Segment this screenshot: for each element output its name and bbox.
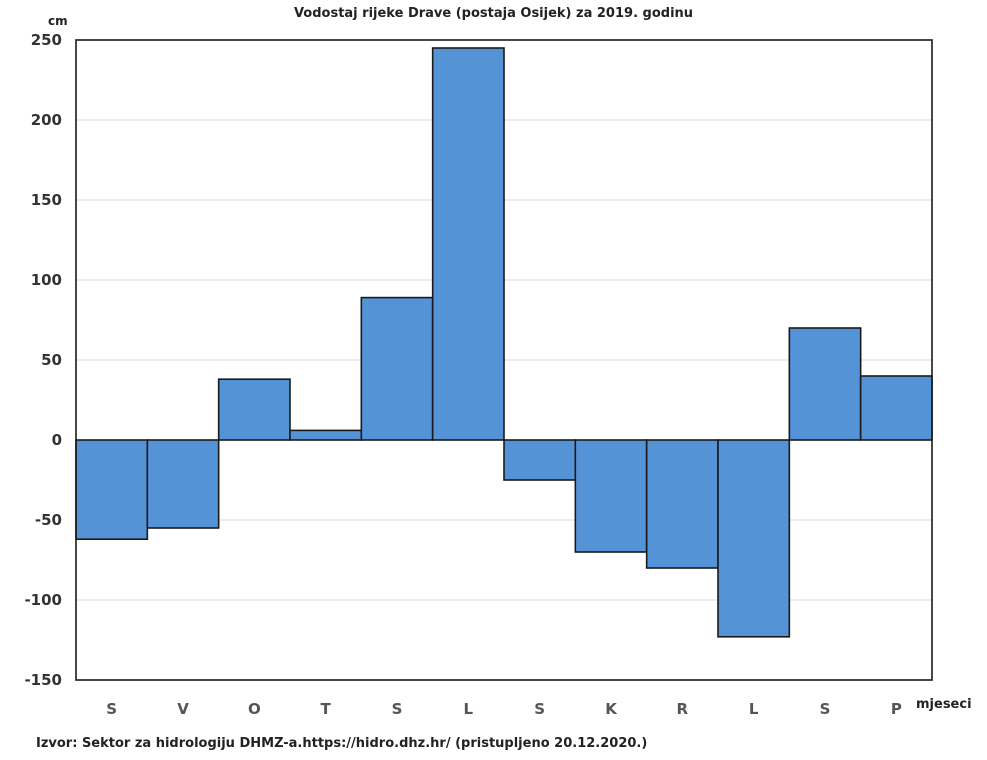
y-tick-label: 0 (52, 431, 62, 449)
x-category-label: L (464, 700, 474, 718)
bar (503, 439, 577, 481)
bar (217, 378, 291, 441)
y-tick-label: -100 (24, 591, 62, 609)
x-category-label: K (605, 700, 618, 718)
x-category-label: S (392, 700, 403, 718)
bar (645, 439, 719, 569)
x-category-label: V (177, 700, 189, 718)
bar (75, 439, 149, 540)
y-tick-label: 100 (31, 271, 62, 289)
y-tick-label: 250 (31, 31, 62, 49)
bar (146, 439, 220, 529)
y-tick-label: 50 (41, 351, 62, 369)
x-category-label: O (248, 700, 261, 718)
bar (788, 327, 862, 441)
source-note: Izvor: Sektor za hidrologiju DHMZ-a.http… (36, 736, 648, 751)
x-category-label: S (820, 700, 831, 718)
bar (289, 429, 363, 441)
bar (717, 439, 791, 638)
x-category-label: R (677, 700, 689, 718)
x-category-label: T (321, 700, 332, 718)
x-category-label: S (534, 700, 545, 718)
y-tick-label: 150 (31, 191, 62, 209)
x-category-label: S (106, 700, 117, 718)
y-tick-label: -50 (35, 511, 62, 529)
plot-frame (75, 39, 933, 681)
y-tick-label: 200 (31, 111, 62, 129)
bar (574, 439, 648, 553)
bar (360, 296, 434, 441)
bar (431, 47, 505, 441)
bar (859, 375, 933, 441)
y-axis-unit-label: cm (48, 14, 68, 28)
y-tick-label: -150 (24, 671, 62, 689)
x-axis-label: mjeseci (916, 697, 972, 712)
chart-title: Vodostaj rijeke Drave (postaja Osijek) z… (293, 6, 694, 21)
x-category-label: L (749, 700, 759, 718)
x-category-label: P (891, 700, 902, 718)
